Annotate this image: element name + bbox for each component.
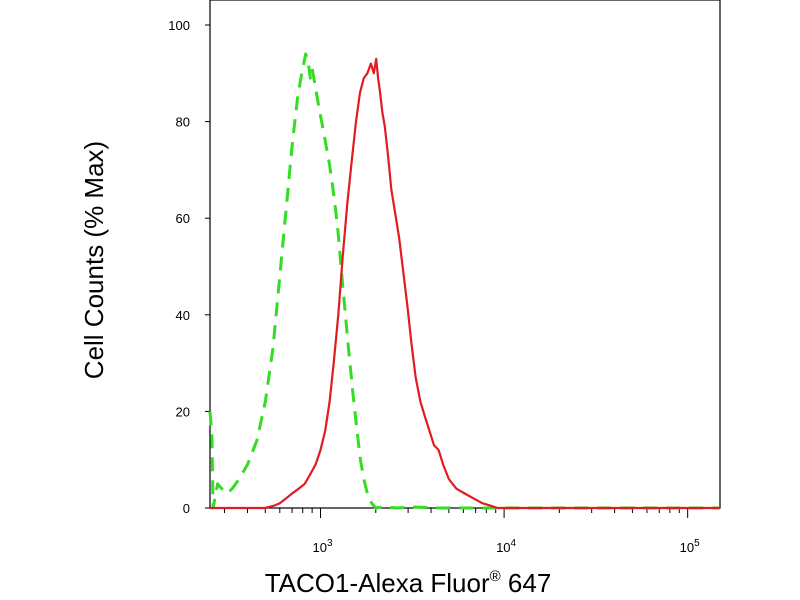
y-tick-label: 60 (176, 211, 190, 226)
x-tick-exponent: 5 (694, 538, 700, 549)
plot-frame (209, 0, 721, 509)
y-tick-label: 0 (183, 501, 190, 516)
x-tick-label: 103 (313, 538, 333, 555)
x-axis: 103 104 105 (224, 508, 700, 555)
x-tick-label: 104 (496, 538, 516, 555)
x-axis-title: TACO1-Alexa Fluor® 647 (265, 568, 552, 598)
x-tick-exponent: 4 (511, 538, 517, 549)
x-tick-base: 10 (680, 540, 694, 555)
x-tick-label: 105 (680, 538, 700, 555)
x-axis-title-registered-mark: ® (490, 568, 501, 585)
x-tick-base: 10 (313, 540, 327, 555)
y-tick-label: 80 (176, 115, 190, 130)
x-axis-title-main: TACO1-Alexa Fluor (265, 568, 490, 598)
y-axis-title: Cell Counts (% Max) (79, 141, 109, 379)
x-tick-base: 10 (496, 540, 510, 555)
x-tick-exponent: 3 (327, 538, 333, 549)
series-layer (208, 52, 720, 510)
y-tick-label: 100 (168, 18, 190, 33)
y-axis: 0 20 40 60 80 100 (168, 18, 210, 516)
solid-red-histogram-line (210, 57, 720, 510)
y-tick-label: 20 (176, 404, 190, 419)
dashed-green-histogram-line (208, 52, 720, 510)
y-tick-label: 40 (176, 308, 190, 323)
x-axis-title-suffix: 647 (501, 568, 552, 598)
